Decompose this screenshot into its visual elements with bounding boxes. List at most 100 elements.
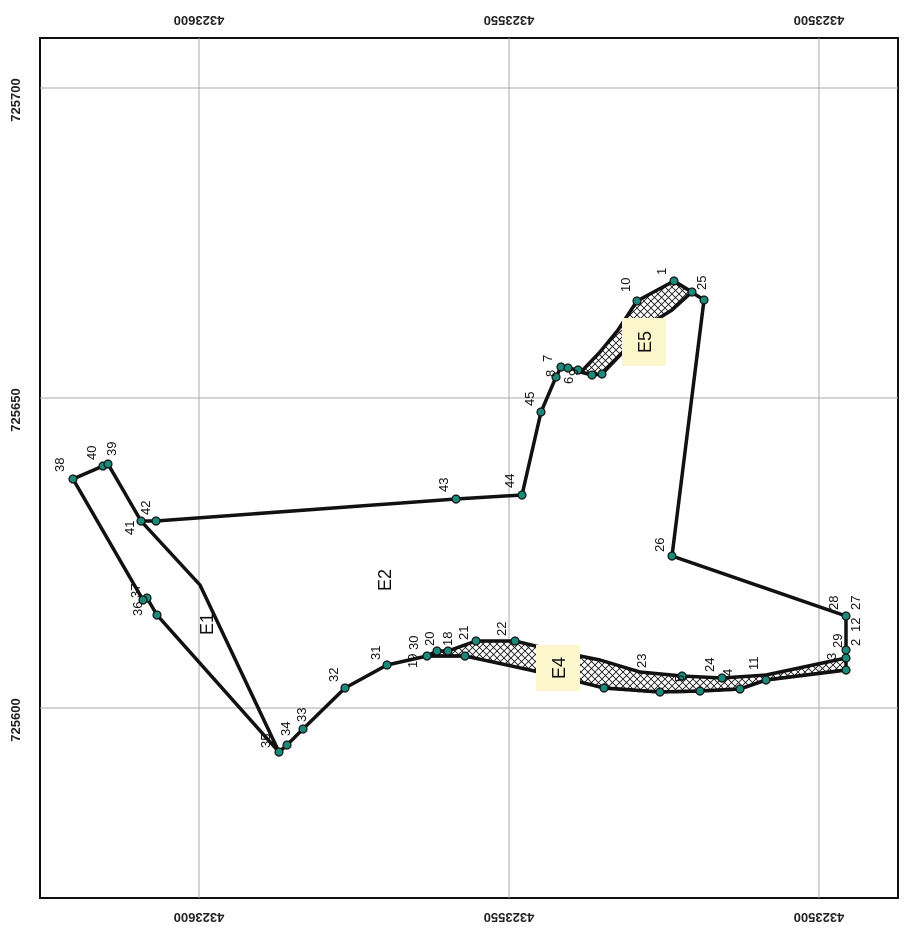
vertex-21	[460, 651, 470, 661]
vlabel-20: 20	[422, 632, 437, 646]
vertex-2	[841, 653, 851, 663]
e1-divider	[139, 519, 281, 754]
vertex-11	[735, 684, 745, 694]
vertex-6	[563, 363, 573, 373]
vlabel-27: 27	[848, 596, 863, 610]
vlabel-11: 11	[746, 657, 761, 671]
vlabel-2: 2	[848, 639, 863, 646]
vertex-44	[517, 490, 527, 500]
vlabel-37: 37	[128, 584, 143, 598]
bottom-tick-2: 4323550	[484, 910, 535, 925]
vlabel-31: 31	[368, 646, 383, 660]
zone-label-e4: E4	[549, 657, 569, 679]
vertices	[68, 276, 851, 757]
top-tick-1: 4323600	[174, 13, 225, 28]
vertex-5c	[695, 686, 705, 696]
vertex-35	[274, 747, 284, 757]
vertex-45	[536, 407, 546, 417]
vertex-36	[138, 595, 148, 605]
vertex-4	[717, 673, 727, 683]
vlabel-21: 21	[456, 626, 471, 640]
vertex-1	[669, 276, 679, 286]
vertex-41	[136, 516, 146, 526]
left-tick-1: 725700	[8, 78, 23, 121]
vlabel-28: 28	[826, 596, 841, 610]
zone-e4-hatch	[425, 639, 848, 694]
vlabel-45: 45	[522, 392, 537, 406]
vlabel-8: 8	[543, 370, 558, 377]
vertex-3	[841, 665, 851, 675]
vlabel-10: 10	[618, 278, 633, 292]
vlabel-12: 12	[848, 618, 863, 632]
vlabel-32: 32	[326, 668, 341, 682]
vlabel-26: 26	[652, 538, 667, 552]
left-tick-2: 725650	[8, 388, 23, 431]
zone-label-e4-bg	[536, 645, 580, 691]
vlabel-4: 4	[720, 669, 735, 676]
top-tick-3: 4323500	[794, 13, 845, 28]
vertex-43	[451, 494, 461, 504]
vertex-5b	[677, 671, 687, 681]
vertex-10	[632, 296, 642, 306]
vlabel-36: 36	[130, 602, 145, 616]
top-tick-2: 4323550	[484, 13, 535, 28]
vlabel-35: 35	[258, 734, 273, 748]
vlabel-39: 39	[104, 442, 119, 456]
vertex-18	[443, 646, 453, 656]
left-tick-3: 725600	[8, 698, 23, 741]
south-boundary-right	[602, 668, 848, 694]
vertex-39	[103, 459, 113, 469]
east-boundary	[670, 279, 848, 660]
outer-boundary	[154, 365, 594, 523]
bottom-tick-3: 4323500	[794, 910, 845, 925]
vertex-38	[68, 474, 78, 484]
vlabel-38: 38	[52, 458, 67, 472]
vertex-30	[422, 651, 432, 661]
vertex-26	[667, 551, 677, 561]
grid	[40, 38, 898, 898]
zone-label-e1: E1	[197, 613, 217, 635]
vertex-25a	[687, 287, 697, 297]
vertex-21b	[471, 636, 481, 646]
vertex-31	[382, 660, 392, 670]
map-frame	[39, 37, 899, 899]
vlabel-40: 40	[84, 446, 99, 460]
vlabel-41: 41	[122, 521, 137, 535]
vlabel-6: 6	[561, 377, 576, 384]
vlabel-24: 24	[702, 658, 717, 672]
vlabel-23: 23	[634, 654, 649, 668]
vlabel-3: 3	[824, 653, 839, 660]
vlabel-43: 43	[436, 478, 451, 492]
vlabel-33: 33	[294, 708, 309, 722]
vlabel-42: 42	[138, 501, 153, 515]
vertex-20	[432, 646, 442, 656]
vlabel-25: 25	[694, 276, 709, 290]
vlabel-19: 19	[405, 654, 420, 668]
vlabel-30: 30	[406, 636, 421, 650]
vertex-34	[282, 740, 292, 750]
vertex-42	[151, 516, 161, 526]
zone-label-e5-box: E5	[622, 318, 666, 366]
vertex-labels: 1 25 10 26 7 8 6 9 45 44 43 42 41 40 39 …	[52, 268, 863, 748]
vertex-23	[599, 683, 609, 693]
vlabel-44: 44	[502, 474, 517, 488]
vlabel-22: 22	[494, 622, 509, 636]
vlabel-1: 1	[654, 268, 669, 275]
vertex-32	[340, 683, 350, 693]
vertex-x2	[597, 369, 607, 379]
vlabel-5: 5	[672, 675, 687, 682]
vertex-11b	[761, 675, 771, 685]
vertex-9	[573, 365, 583, 375]
vertex-5	[655, 687, 665, 697]
vertex-36b	[152, 610, 162, 620]
vlabel-34: 34	[278, 722, 293, 736]
zone-label-e2: E2	[375, 569, 395, 591]
vertex-8	[551, 372, 561, 382]
vlabel-9: 9	[566, 369, 581, 376]
bottom-tick-1: 4323600	[174, 910, 225, 925]
vertex-x1	[587, 370, 597, 380]
vertex-25	[699, 295, 709, 305]
zone-label-e5-bg	[622, 318, 666, 366]
vlabel-18: 18	[440, 632, 455, 646]
